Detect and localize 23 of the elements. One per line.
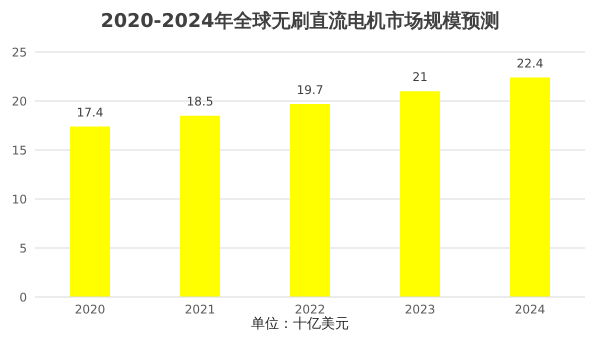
x-tick-label: 2023 [404, 302, 436, 317]
data-label: 21 [412, 70, 428, 84]
x-tick-label: 2024 [514, 302, 546, 317]
data-label: 19.7 [296, 82, 324, 97]
x-tick-label: 2020 [74, 302, 106, 317]
bar [400, 91, 440, 297]
y-tick-label: 0 [19, 290, 27, 304]
y-tick-label: 25 [12, 45, 27, 60]
y-tick-label: 20 [12, 94, 27, 108]
bar [290, 104, 330, 297]
x-tick-label: 2021 [184, 302, 216, 317]
bar [70, 126, 110, 297]
bar [180, 116, 220, 297]
y-tick-label: 5 [19, 241, 27, 256]
data-label: 18.5 [186, 94, 214, 109]
x-tick-label: 2022 [294, 302, 326, 317]
data-label: 22.4 [516, 56, 544, 70]
y-tick-label: 15 [12, 143, 27, 158]
y-tick-label: 10 [12, 192, 27, 206]
chart-title: 2020-2024年全球无刷直流电机市场规模预测 [100, 9, 500, 34]
x-axis-title: 单位：十亿美元 [250, 315, 350, 333]
data-label: 17.4 [76, 105, 104, 120]
bar [510, 77, 550, 297]
